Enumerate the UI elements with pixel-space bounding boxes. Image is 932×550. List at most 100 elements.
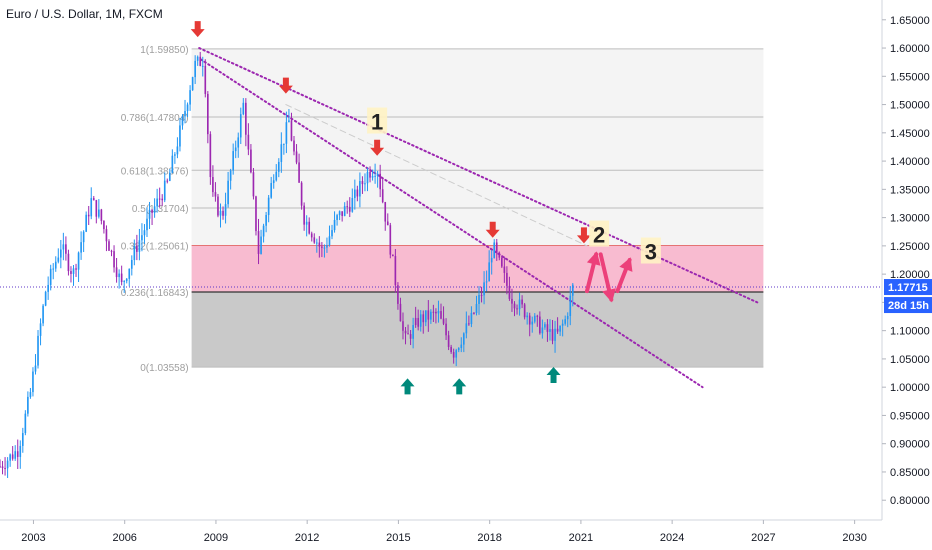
candle-body: [361, 181, 364, 185]
annotation-box: [589, 220, 610, 247]
time-tick-label: 2006: [112, 532, 136, 544]
fib-zone-1: [191, 291, 764, 368]
candle-body: [399, 303, 402, 322]
candle-body: [531, 321, 534, 325]
projection-arrow-head: [602, 288, 616, 303]
candle-body: [222, 210, 224, 216]
candle-body: [303, 205, 305, 225]
candle-body: [343, 206, 346, 216]
candle-body: [80, 242, 82, 253]
candle-body: [551, 329, 554, 341]
candle-body: [1, 466, 4, 469]
annotation-box: [367, 107, 388, 134]
candle-body: [54, 261, 57, 269]
candle-body: [255, 196, 257, 232]
arrow-down-marker: [278, 77, 293, 94]
candle-body: [455, 350, 458, 358]
candle-body: [181, 116, 184, 126]
candle-body: [130, 260, 133, 269]
candle-body: [57, 257, 60, 262]
candle-body: [123, 281, 126, 283]
trendline-0: [198, 47, 759, 304]
candle-body: [194, 60, 196, 78]
candle-body: [77, 252, 80, 270]
time-axis[interactable]: 2003 2006 2009 2012 2015 2018 2021 2024 2027 2030: [0, 519, 882, 544]
candle-body: [470, 312, 473, 325]
candle-body: [115, 267, 118, 278]
candle-body: [452, 352, 455, 358]
time-tick-label: 2015: [386, 532, 410, 544]
candle-body: [374, 175, 376, 177]
candle-body: [234, 147, 237, 152]
candlestick-series: [0, 51, 574, 478]
candle-body: [556, 328, 559, 332]
candle-body: [16, 451, 19, 457]
candle-body: [462, 333, 465, 345]
candle-body: [260, 236, 262, 254]
candle-body: [564, 319, 567, 324]
chart-title: Euro / U.S. Dollar, 1M, FXCM: [6, 7, 163, 21]
candle-body: [75, 268, 77, 270]
candle-body: [539, 316, 541, 334]
candle-body: [277, 161, 280, 172]
candle-body: [272, 180, 275, 184]
candle-body: [376, 173, 379, 176]
candle-body: [29, 392, 32, 397]
fib-level-label: 0.5(1.31704): [132, 204, 189, 215]
candle-body: [151, 209, 153, 213]
annotation-box: [640, 237, 661, 264]
time-tick-label: 2009: [204, 532, 228, 544]
time-tick-label: 2030: [842, 532, 866, 544]
candle-body: [298, 162, 300, 183]
candle-body: [293, 140, 295, 152]
candle-body: [346, 206, 349, 208]
candle-body: [125, 278, 128, 282]
candle-body: [354, 189, 356, 199]
fib-zone-0: [191, 245, 764, 292]
candle-body: [326, 245, 328, 248]
candle-body: [351, 198, 354, 212]
candle-body: [87, 214, 90, 217]
projection-arrow-head: [619, 257, 633, 272]
candle-body: [156, 198, 158, 207]
candle-body: [214, 192, 217, 197]
candle-body: [315, 242, 318, 244]
candle-body: [108, 241, 110, 251]
candle-body: [196, 56, 199, 61]
candle-body: [440, 311, 442, 319]
candle-body: [392, 254, 394, 257]
candle-body: [98, 209, 100, 217]
candle-body: [72, 268, 75, 274]
price-tick-label: 1.55000: [890, 71, 930, 83]
candle-body: [511, 298, 513, 304]
candle-body: [270, 183, 273, 198]
candle-body: [136, 246, 138, 252]
candle-body: [427, 310, 430, 320]
candle-body: [359, 181, 361, 197]
candle-body: [267, 197, 270, 215]
candle-body: [245, 102, 247, 135]
candle-body: [480, 294, 483, 296]
candle-body: [143, 230, 146, 236]
candle-body: [348, 206, 351, 212]
time-tick-label: 2021: [569, 532, 593, 544]
candle-body: [34, 365, 37, 372]
time-tick-label: 2003: [21, 532, 45, 544]
price-tick-label: 1.20000: [890, 269, 930, 281]
candle-body: [381, 189, 384, 203]
candle-body: [219, 210, 222, 216]
candle-body: [252, 172, 255, 197]
annotation-markers[interactable]: 1 2 3: [190, 21, 661, 395]
candle-body: [37, 335, 39, 366]
candle-body: [310, 233, 313, 238]
trendlines[interactable]: [0, 47, 882, 389]
candle-body: [450, 346, 452, 353]
current-price-label: 1.17715: [888, 282, 928, 294]
candle-body: [113, 251, 115, 268]
candle-body: [52, 268, 55, 270]
price-tick-label: 1.10000: [890, 326, 930, 338]
candle-body: [110, 250, 113, 252]
price-axis[interactable]: 0.80000 0.85000 0.90000 0.95000 1.00000 1.050…: [881, 0, 932, 520]
candle-body: [141, 235, 143, 241]
